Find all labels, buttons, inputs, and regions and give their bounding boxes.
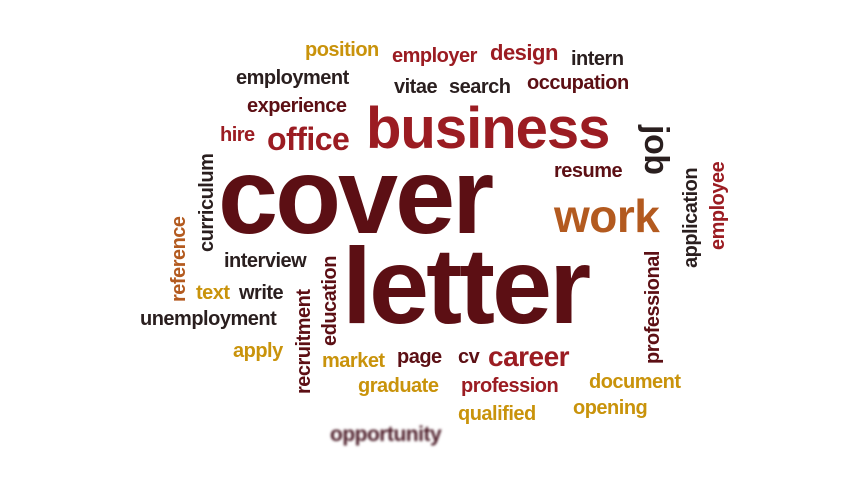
word-design: design bbox=[490, 40, 558, 65]
word-experience: experience bbox=[247, 95, 347, 117]
word-employment: employment bbox=[236, 67, 349, 89]
word-apply: apply bbox=[233, 340, 283, 362]
word-professional: professional bbox=[642, 251, 664, 364]
word-vitae: vitae bbox=[394, 76, 438, 98]
word-hire: hire bbox=[220, 124, 255, 146]
word-graduate: graduate bbox=[358, 375, 439, 397]
word-opening: opening bbox=[573, 397, 648, 419]
word-career: career bbox=[488, 341, 570, 372]
word-qualified: qualified bbox=[458, 403, 536, 425]
word-employee: employee bbox=[707, 161, 729, 250]
word-cv: cv bbox=[458, 346, 480, 368]
word-interview: interview bbox=[224, 250, 307, 272]
word-text: text bbox=[196, 282, 230, 304]
word-position: position bbox=[305, 39, 379, 61]
word-reference: reference bbox=[168, 216, 190, 302]
word-recruitment: recruitment bbox=[293, 289, 315, 394]
word-document: document bbox=[589, 371, 681, 393]
word-employer: employer bbox=[392, 45, 477, 67]
word-office: office bbox=[267, 121, 350, 157]
word-opportunity: opportunity bbox=[330, 423, 442, 446]
word-page: page bbox=[397, 346, 442, 368]
word-search: search bbox=[449, 76, 511, 98]
word-curriculum: curriculum bbox=[196, 153, 218, 252]
word-write: write bbox=[239, 282, 284, 304]
word-intern: intern bbox=[571, 48, 624, 70]
word-work: work bbox=[554, 190, 660, 242]
word-profession: profession bbox=[461, 375, 559, 397]
word-application: application bbox=[680, 167, 702, 268]
word-resume: resume bbox=[554, 160, 623, 182]
word-job: job bbox=[637, 125, 675, 175]
word-unemployment: unemployment bbox=[140, 308, 277, 330]
word-cover: cover bbox=[218, 135, 494, 256]
word-letter: letter bbox=[342, 225, 591, 346]
word-education: education bbox=[319, 256, 341, 346]
word-occupation: occupation bbox=[527, 72, 629, 94]
word-market: market bbox=[322, 350, 385, 372]
word-business: business bbox=[366, 96, 610, 161]
